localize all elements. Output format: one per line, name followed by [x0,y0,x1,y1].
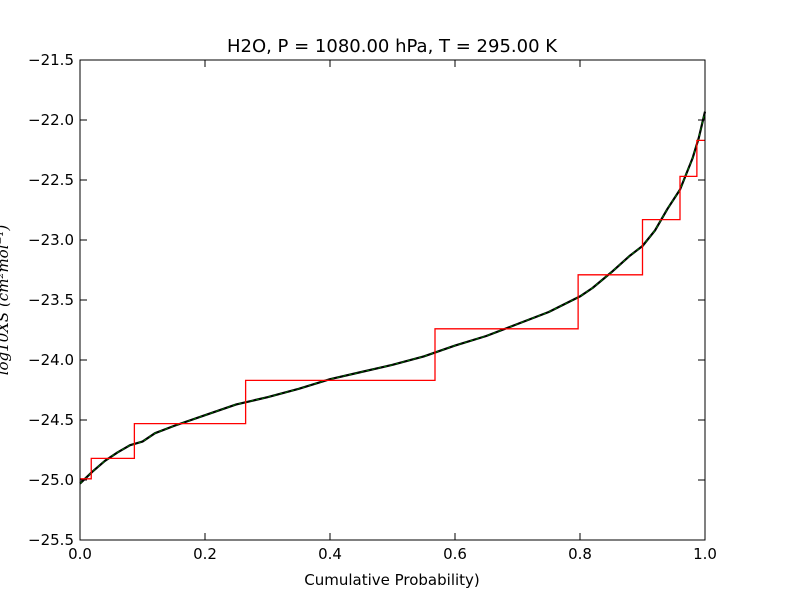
series-line [79,111,707,485]
x-axis-label: Cumulative Probability) [304,571,480,589]
y-tick-label: −22.0 [28,111,74,129]
y-tick-label: −24.5 [28,411,74,429]
series-step-line [80,139,705,480]
y-tick-label: −25.0 [28,471,74,489]
y-tick-label: −24.0 [28,351,74,369]
y-tick-label: −22.5 [28,171,74,189]
plot-frame [79,59,706,541]
y-tick-label: −21.5 [28,51,74,69]
x-tick-label: 0.6 [443,545,467,563]
y-axis-label: log10XS (cm²mol⁻¹) [0,225,12,376]
y-tick-label: −23.0 [28,231,74,249]
y-tick-label: −23.5 [28,291,74,309]
x-tick-label: 1.0 [693,545,717,563]
x-tick-label: 0.2 [193,545,217,563]
plot-series [79,111,707,485]
y-tick-label: −25.5 [28,531,74,549]
x-tick-label: 0.4 [318,545,342,563]
y-axis-ticks: −21.5 −22.0 −22.5 −23.0 −23.5 −24.0 −24.5 −25.0… [28,51,705,549]
chart-title: H2O, P = 1080.00 hPa, T = 295.00 K [227,36,558,57]
series-line-overlay [79,111,706,484]
x-tick-label: 0.0 [68,545,92,563]
x-axis-ticks: 0.0 0.2 0.4 0.6 0.8 1.0 [68,60,717,563]
x-tick-label: 0.8 [568,545,592,563]
